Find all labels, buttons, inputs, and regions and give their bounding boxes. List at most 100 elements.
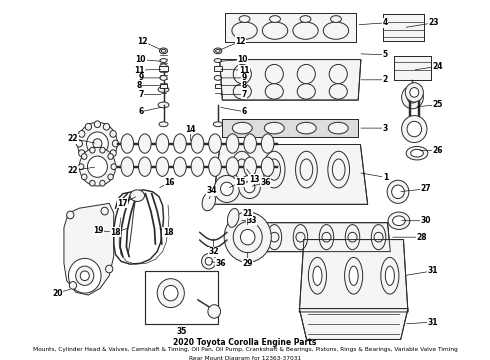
Ellipse shape: [173, 134, 186, 153]
Text: 7: 7: [220, 90, 247, 99]
Ellipse shape: [323, 22, 349, 39]
Text: 13: 13: [246, 169, 259, 184]
Circle shape: [108, 154, 113, 159]
Circle shape: [241, 229, 255, 245]
Ellipse shape: [261, 134, 274, 153]
Ellipse shape: [244, 134, 256, 153]
Text: 1: 1: [361, 173, 388, 182]
Text: 30: 30: [402, 216, 431, 225]
Circle shape: [402, 116, 427, 143]
Circle shape: [80, 271, 89, 280]
Text: 11: 11: [220, 66, 249, 75]
Ellipse shape: [293, 225, 308, 250]
Ellipse shape: [344, 257, 363, 294]
Text: 22: 22: [68, 134, 95, 143]
Ellipse shape: [191, 134, 204, 153]
Text: 12: 12: [220, 37, 245, 50]
Circle shape: [239, 175, 260, 199]
Ellipse shape: [160, 76, 167, 80]
Ellipse shape: [239, 15, 250, 22]
Text: 36: 36: [252, 177, 271, 186]
Text: 10: 10: [136, 55, 161, 64]
Circle shape: [103, 157, 110, 164]
Circle shape: [90, 180, 95, 186]
Ellipse shape: [319, 225, 334, 250]
Text: 34: 34: [206, 186, 217, 199]
Text: 2020 Toyota Corolla Engine Parts: 2020 Toyota Corolla Engine Parts: [173, 338, 317, 347]
Circle shape: [110, 150, 116, 157]
Circle shape: [374, 232, 383, 242]
Circle shape: [270, 232, 279, 242]
Ellipse shape: [265, 64, 283, 84]
Circle shape: [70, 282, 76, 289]
Text: 4: 4: [359, 18, 388, 27]
Text: 32: 32: [208, 239, 219, 256]
Ellipse shape: [392, 216, 405, 226]
Ellipse shape: [265, 84, 283, 99]
Ellipse shape: [130, 190, 145, 202]
Ellipse shape: [156, 157, 169, 176]
Ellipse shape: [139, 157, 151, 176]
Circle shape: [407, 91, 418, 103]
Text: 36: 36: [212, 259, 226, 268]
Text: 12: 12: [138, 37, 161, 50]
Circle shape: [100, 147, 105, 153]
Circle shape: [93, 139, 102, 148]
Text: 9: 9: [220, 73, 247, 82]
Circle shape: [67, 211, 74, 219]
Text: 29: 29: [243, 252, 253, 268]
Ellipse shape: [328, 122, 348, 134]
Circle shape: [157, 279, 184, 307]
Circle shape: [112, 140, 119, 147]
Circle shape: [214, 175, 240, 202]
Text: 14: 14: [185, 125, 196, 141]
Ellipse shape: [231, 151, 253, 188]
Ellipse shape: [268, 159, 280, 180]
Circle shape: [100, 180, 105, 186]
Circle shape: [233, 222, 262, 253]
Ellipse shape: [349, 266, 358, 285]
Text: 31: 31: [406, 266, 438, 275]
Ellipse shape: [263, 151, 285, 188]
Ellipse shape: [345, 225, 360, 250]
Circle shape: [407, 121, 421, 137]
Ellipse shape: [160, 59, 167, 63]
Polygon shape: [394, 56, 431, 80]
Circle shape: [392, 185, 404, 199]
Bar: [160, 84, 167, 87]
Text: 7: 7: [138, 90, 161, 99]
Ellipse shape: [331, 15, 342, 22]
Ellipse shape: [158, 87, 169, 93]
Text: 16: 16: [160, 177, 175, 188]
Ellipse shape: [216, 49, 220, 52]
Circle shape: [76, 140, 82, 147]
Bar: [159, 66, 168, 71]
Polygon shape: [213, 144, 368, 204]
Circle shape: [111, 164, 117, 170]
Circle shape: [244, 181, 255, 193]
Ellipse shape: [295, 151, 318, 188]
Polygon shape: [299, 239, 408, 312]
Circle shape: [164, 285, 178, 301]
Bar: [215, 84, 221, 87]
Ellipse shape: [226, 157, 239, 176]
Text: 15: 15: [229, 177, 245, 188]
Circle shape: [78, 164, 84, 170]
Ellipse shape: [227, 208, 239, 227]
Text: 27: 27: [401, 184, 431, 193]
Ellipse shape: [293, 22, 318, 39]
Polygon shape: [224, 13, 356, 42]
Text: 25: 25: [417, 100, 443, 109]
Ellipse shape: [300, 15, 311, 22]
Ellipse shape: [158, 102, 169, 108]
Ellipse shape: [214, 76, 221, 80]
Ellipse shape: [209, 134, 221, 153]
Polygon shape: [220, 59, 361, 100]
Circle shape: [405, 83, 423, 102]
Circle shape: [94, 159, 100, 166]
Ellipse shape: [300, 159, 313, 180]
Text: 20: 20: [52, 289, 71, 298]
Text: Mounts, Cylinder Head & Valves, Camshaft & Timing, Oil Pan, Oil Pump, Crankshaft: Mounts, Cylinder Head & Valves, Camshaft…: [33, 347, 457, 352]
Polygon shape: [222, 120, 358, 137]
Bar: [146, 271, 218, 324]
